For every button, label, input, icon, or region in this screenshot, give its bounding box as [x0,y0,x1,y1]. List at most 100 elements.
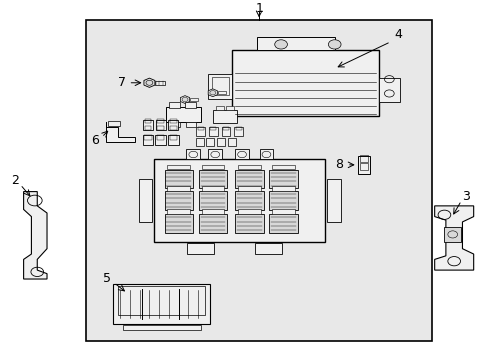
Bar [216,105,224,110]
Bar [269,191,297,210]
Bar [357,156,369,174]
Bar [443,227,460,242]
Bar [255,243,282,254]
Bar [207,74,232,99]
Bar [154,159,325,242]
Text: 1: 1 [255,2,263,15]
Bar [359,163,367,170]
Bar [206,139,214,146]
Bar [169,122,179,127]
Bar [118,286,205,315]
Bar [238,186,260,190]
Text: 7: 7 [118,76,125,89]
Bar [166,107,200,122]
Bar [167,186,189,190]
Bar [235,127,241,130]
Polygon shape [434,206,473,270]
Bar [269,215,297,233]
Bar [155,81,164,85]
Bar [185,102,196,108]
Bar [201,210,224,214]
Polygon shape [105,122,135,142]
Text: 2: 2 [11,174,19,188]
Bar [198,170,226,188]
Bar [139,179,152,222]
Bar [156,120,165,130]
Bar [201,186,224,190]
Bar [234,127,243,136]
Bar [155,135,165,145]
Bar [225,105,233,110]
Text: 6: 6 [91,134,99,148]
Bar [143,120,153,130]
Bar [195,139,203,146]
Bar [157,135,164,140]
Bar [272,165,294,169]
Bar [198,191,226,210]
Bar [190,98,198,101]
Bar [218,91,225,94]
Text: 4: 4 [393,28,401,41]
Bar [232,50,378,116]
Bar [169,126,176,130]
Bar [169,119,176,123]
Bar [359,155,367,162]
Bar [169,102,180,108]
Bar [211,77,228,95]
Bar [217,139,224,146]
Bar [198,215,226,233]
Text: 3: 3 [462,190,469,203]
Bar [213,110,236,123]
Bar [167,135,178,145]
Polygon shape [208,89,217,97]
Bar [164,191,192,210]
Bar [185,122,195,127]
Bar [238,210,260,214]
Bar [196,127,204,136]
Bar [210,127,216,130]
Bar [169,135,177,140]
Bar [113,284,210,324]
Polygon shape [143,78,155,87]
Bar [223,127,228,130]
Bar [269,170,297,188]
Bar [142,135,153,145]
Bar [208,127,217,136]
Bar [326,179,340,222]
Bar [144,119,151,123]
Bar [235,191,263,210]
Bar [167,210,189,214]
Bar [167,165,189,169]
Bar [157,119,163,123]
Bar [168,120,178,130]
Bar [86,20,431,342]
Bar [164,170,192,188]
Bar [235,149,248,159]
Bar [186,149,200,159]
Bar [164,215,192,233]
Bar [221,127,230,136]
Bar [122,324,200,330]
Bar [272,210,294,214]
Bar [272,186,294,190]
Polygon shape [23,192,47,279]
Bar [235,170,263,188]
Bar [235,215,263,233]
Bar [208,149,222,159]
Bar [201,165,224,169]
Circle shape [328,40,340,49]
Bar [157,126,163,130]
Circle shape [274,40,287,49]
Bar [227,139,235,146]
Bar [197,127,203,130]
Bar [259,149,273,159]
Bar [187,243,214,254]
Polygon shape [180,96,189,103]
Bar [256,37,334,50]
Bar [144,126,151,130]
Bar [108,121,120,126]
Bar [144,135,151,140]
Text: 8: 8 [334,158,343,171]
Text: 5: 5 [103,272,111,285]
Bar [378,78,399,102]
